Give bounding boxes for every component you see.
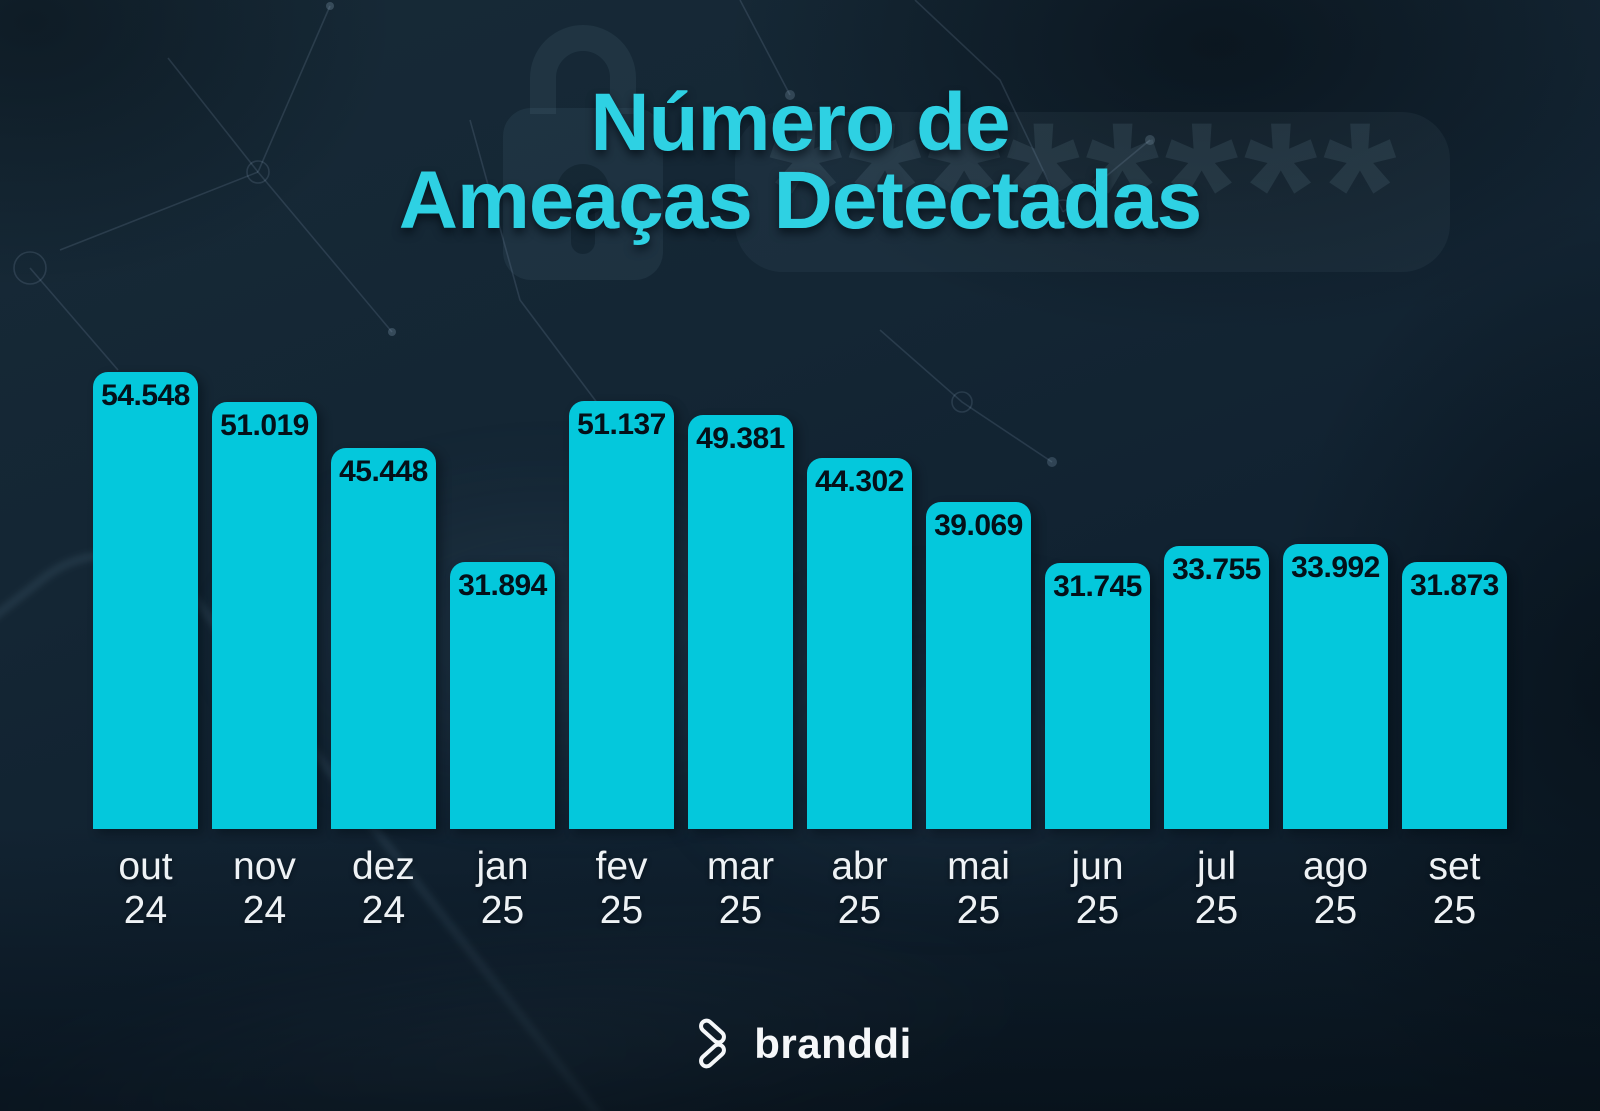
x-axis-label-year: 24 — [123, 889, 168, 932]
bar-column: 49.381 mar 25 — [688, 415, 793, 933]
x-axis-label: nov 24 — [233, 845, 296, 933]
bar-value-label: 54.548 — [101, 379, 190, 412]
bar-value-label: 45.448 — [339, 455, 428, 488]
x-axis-label: mai 25 — [947, 845, 1010, 933]
x-axis-label-year: 25 — [1194, 889, 1239, 932]
bar-value-label: 44.302 — [815, 465, 904, 498]
bar-value-label: 51.137 — [577, 408, 666, 441]
bar: 45.448 — [331, 448, 436, 829]
x-axis-label: set 25 — [1428, 845, 1480, 933]
bar: 49.381 — [688, 415, 793, 829]
x-axis-label-month: out — [118, 845, 173, 888]
bar-value-label: 33.755 — [1172, 553, 1261, 586]
x-axis-label: fev 25 — [595, 845, 647, 933]
x-axis-label-year: 25 — [956, 889, 1001, 932]
bar: 44.302 — [807, 458, 912, 829]
bar: 33.755 — [1164, 546, 1269, 829]
x-axis-label-month: mar — [706, 845, 775, 888]
bar-column: 44.302 abr 25 — [807, 458, 912, 933]
x-axis-label: jun 25 — [1071, 845, 1123, 933]
bar: 51.137 — [569, 401, 674, 829]
bar: 51.019 — [212, 402, 317, 829]
bar-value-label: 31.894 — [458, 569, 547, 602]
bar: 31.894 — [450, 562, 555, 829]
x-axis-label: dez 24 — [352, 845, 415, 933]
bar-column: 31.873 set 25 — [1402, 562, 1507, 933]
x-axis-label-year: 25 — [1075, 889, 1120, 932]
x-axis-label: mar 25 — [707, 845, 774, 933]
x-axis-label-year: 25 — [599, 889, 644, 932]
bar-chart: 54.548 out 24 51.019 nov 24 45.448 dez 24 31.894 j… — [93, 372, 1507, 933]
x-axis-label-year: 24 — [242, 889, 287, 932]
x-axis-label: jul 25 — [1195, 845, 1238, 933]
bar-value-label: 31.873 — [1410, 569, 1499, 602]
x-axis-label-month: ago — [1302, 845, 1369, 888]
bar-column: 39.069 mai 25 — [926, 502, 1031, 933]
bar: 31.873 — [1402, 562, 1507, 829]
bar-column: 33.992 ago 25 — [1283, 544, 1388, 933]
x-axis-label-year: 25 — [718, 889, 763, 932]
bar-column: 45.448 dez 24 — [331, 448, 436, 933]
x-axis-label: out 24 — [118, 845, 172, 933]
x-axis-label: ago 25 — [1303, 845, 1368, 933]
x-axis-label-month: jul — [1196, 845, 1236, 888]
x-axis-label-month: mai — [947, 845, 1010, 888]
bar-column: 31.894 jan 25 — [450, 562, 555, 933]
bar: 33.992 — [1283, 544, 1388, 829]
x-axis-label-month: nov — [233, 845, 296, 888]
branddi-logo: branddi — [0, 1015, 1600, 1073]
bar: 31.745 — [1045, 563, 1150, 829]
x-axis-label-year: 25 — [480, 889, 525, 932]
branddi-logo-text: branddi — [754, 1020, 912, 1067]
x-axis-label-year: 25 — [1432, 889, 1477, 932]
x-axis-label-month: jun — [1071, 845, 1124, 888]
bar-value-label: 49.381 — [696, 422, 785, 455]
branddi-chevron-icon — [688, 1015, 740, 1073]
bar-column: 54.548 out 24 — [93, 372, 198, 933]
bar-column: 31.745 jun 25 — [1045, 563, 1150, 933]
x-axis-label-month: abr — [831, 845, 888, 888]
bar-value-label: 39.069 — [934, 509, 1023, 542]
bar-column: 33.755 jul 25 — [1164, 546, 1269, 933]
x-axis-label-year: 24 — [361, 889, 406, 932]
x-axis-label-month: dez — [352, 845, 415, 888]
bar-column: 51.019 nov 24 — [212, 402, 317, 933]
x-axis-label-month: fev — [595, 845, 648, 888]
x-axis-label-year: 25 — [837, 889, 882, 932]
x-axis-label: jan 25 — [476, 845, 528, 933]
x-axis-label: abr 25 — [831, 845, 887, 933]
x-axis-label-month: set — [1428, 845, 1481, 888]
page-title: Número de Ameaças Detectadas — [0, 82, 1600, 242]
bar-value-label: 51.019 — [220, 409, 309, 442]
bar-value-label: 31.745 — [1053, 570, 1142, 603]
bar-column: 51.137 fev 25 — [569, 401, 674, 933]
title-line-2: Ameaças Detectadas — [398, 155, 1202, 246]
bar-value-label: 33.992 — [1291, 551, 1380, 584]
x-axis-label-month: jan — [476, 845, 529, 888]
x-axis-label-year: 25 — [1313, 889, 1358, 932]
bar: 54.548 — [93, 372, 198, 829]
bar: 39.069 — [926, 502, 1031, 829]
